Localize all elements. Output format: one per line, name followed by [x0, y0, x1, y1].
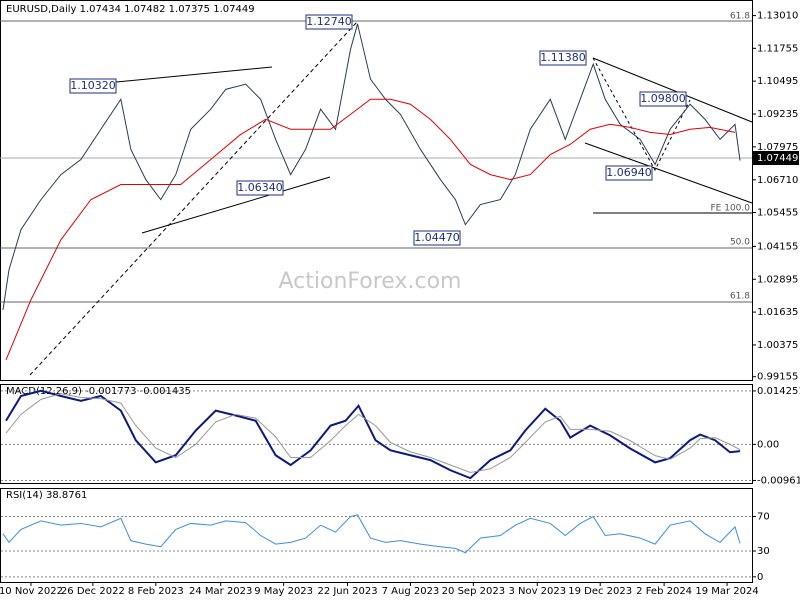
y-tick-label: 70: [757, 512, 770, 523]
fib-label: 50.0: [730, 238, 750, 248]
rsi-frame: [0, 488, 753, 583]
y-tick-label: 0.00: [757, 439, 779, 450]
watermark: ActionForex.com: [279, 269, 462, 294]
series-line: [5, 393, 741, 474]
trendline: [584, 142, 753, 204]
header: EURUSD,Daily 1.07434 1.07482 1.07375 1.0…: [6, 4, 255, 15]
fib-label: FE 100.0: [711, 204, 751, 214]
levels: [0, 20, 752, 303]
y-tick-label: 1.02895: [757, 274, 798, 285]
x-tick-label: 9 May 2023: [254, 586, 313, 597]
series-line: [2, 23, 741, 310]
label-box: [305, 14, 353, 30]
y-tick-label: 0.014251: [757, 386, 800, 397]
trendline: [29, 21, 358, 376]
y-tick-label: 1.13010: [757, 11, 798, 22]
fib-label: 61.8: [730, 292, 750, 302]
price-label: 1.09800: [640, 92, 686, 105]
y-tick-label: 1.06710: [757, 175, 798, 186]
x-tick-label: 19 Dec 2023: [568, 586, 632, 597]
price-frame: [0, 0, 753, 381]
price-label: 1.11380: [540, 51, 586, 64]
label-box: [236, 180, 284, 196]
last-price-box: [753, 151, 799, 165]
price-label: 1.04470: [414, 231, 460, 244]
macd-title: MACD(12,26,9) -0.001773 -0.001435: [6, 386, 191, 397]
fib-label: 61.8: [730, 12, 750, 22]
x-tick-label: 19 Mar 2024: [695, 586, 758, 597]
x-tick-label: 8 Feb 2023: [128, 586, 184, 597]
label-box: [413, 230, 461, 246]
macd-frame: [0, 384, 753, 484]
trendline: [592, 57, 691, 172]
plots: 1.13010 1.11755 1.10495 1.09235 1.07975 1.067…: [0, 11, 800, 597]
trendline: [592, 57, 753, 123]
y-tick-label: 1.04155: [757, 241, 798, 252]
y-tick-label: 1.11755: [757, 43, 798, 54]
x-tick-label: 20 Sep 2023: [442, 586, 505, 597]
price-label: 1.06340: [237, 181, 283, 194]
label-box: [69, 78, 117, 94]
label-box: [605, 165, 653, 181]
x-tick-label: 3 Nov 2023: [508, 586, 566, 597]
trendline: [141, 176, 331, 234]
y-tick-label: 0.99155: [757, 372, 798, 383]
y-tick-label: 1.09235: [757, 109, 798, 120]
x-tick-label: 24 Mar 2023: [189, 586, 252, 597]
x-tick-label: 26 Dec 2022: [61, 586, 125, 597]
x-tick-label: 10 Nov 2022: [0, 586, 63, 597]
annotations: 1.10320 1.12740 1.06340 1.04470 1.11380 …: [69, 12, 751, 302]
series-line: [2, 514, 741, 554]
y-tick-label: 30: [757, 546, 770, 557]
series-line: [5, 389, 741, 480]
last-price: 1.07449: [757, 153, 798, 164]
y-tick-label: 1.01635: [757, 307, 798, 318]
x-tick-label: 2 Feb 2024: [636, 586, 692, 597]
series-line: [5, 98, 736, 361]
price-label: 1.12740: [306, 15, 352, 28]
y-tick-label: 1.07975: [757, 142, 798, 153]
x-tick-label: 7 Aug 2023: [382, 586, 440, 597]
y-tick-label: 1.05455: [757, 208, 798, 219]
rsi-title: RSI(14) 38.8761: [6, 490, 87, 501]
y-tick-label: 0: [757, 572, 763, 583]
y-tick-label: 1.10495: [757, 76, 798, 87]
x-tick-label: 22 Jun 2023: [317, 586, 377, 597]
y-tick-label: 1.00375: [757, 340, 798, 351]
trendlines: [29, 21, 753, 376]
price-label: 1.10320: [70, 79, 116, 92]
label-box: [639, 91, 687, 107]
label-box: [539, 50, 587, 66]
price-label: 1.06940: [606, 166, 652, 179]
